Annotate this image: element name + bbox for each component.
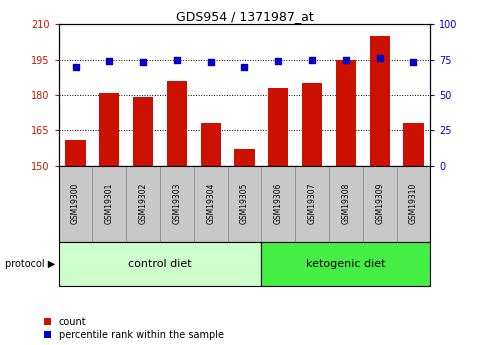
Bar [261,166,295,242]
Text: GSM19301: GSM19301 [104,183,114,224]
Bar [396,166,429,242]
Bar [234,149,254,166]
Point [375,55,383,61]
Text: ketogenic diet: ketogenic diet [305,259,385,269]
Point [274,58,282,64]
Legend: count, percentile rank within the sample: count, percentile rank within the sample [44,317,223,340]
Text: GSM19307: GSM19307 [307,183,316,224]
Point [72,64,80,69]
Bar [59,241,261,286]
Text: GSM19304: GSM19304 [206,183,215,224]
Bar [200,123,221,166]
Bar [295,166,328,242]
Bar [403,123,423,166]
Bar [227,166,261,242]
Text: GSM19300: GSM19300 [71,183,80,224]
Text: protocol ▶: protocol ▶ [5,259,55,269]
Point [240,64,248,69]
Bar [261,241,429,286]
Text: GSM19302: GSM19302 [139,183,147,224]
Title: GDS954 / 1371987_at: GDS954 / 1371987_at [175,10,313,23]
Bar [362,166,396,242]
Point [408,60,416,65]
Point [139,60,147,65]
Bar [126,166,160,242]
Text: GSM19306: GSM19306 [273,183,282,224]
Bar [335,59,355,166]
Point [173,57,181,62]
Bar [166,81,187,166]
Point [206,60,214,65]
Bar [160,166,193,242]
Bar [92,166,126,242]
Text: GSM19305: GSM19305 [240,183,248,224]
Text: control diet: control diet [128,259,191,269]
Point [307,57,315,62]
Text: GSM19310: GSM19310 [408,183,417,224]
Text: GSM19309: GSM19309 [374,183,384,224]
Bar [193,166,227,242]
Text: GSM19303: GSM19303 [172,183,181,224]
Point [341,57,349,62]
Bar [133,97,153,166]
Bar [301,83,322,166]
Bar [369,36,389,166]
Bar [328,166,362,242]
Point [105,58,113,64]
Bar [267,88,288,166]
Text: GSM19308: GSM19308 [341,183,349,224]
Bar [65,140,85,166]
Bar [59,166,92,242]
Bar [99,92,119,166]
